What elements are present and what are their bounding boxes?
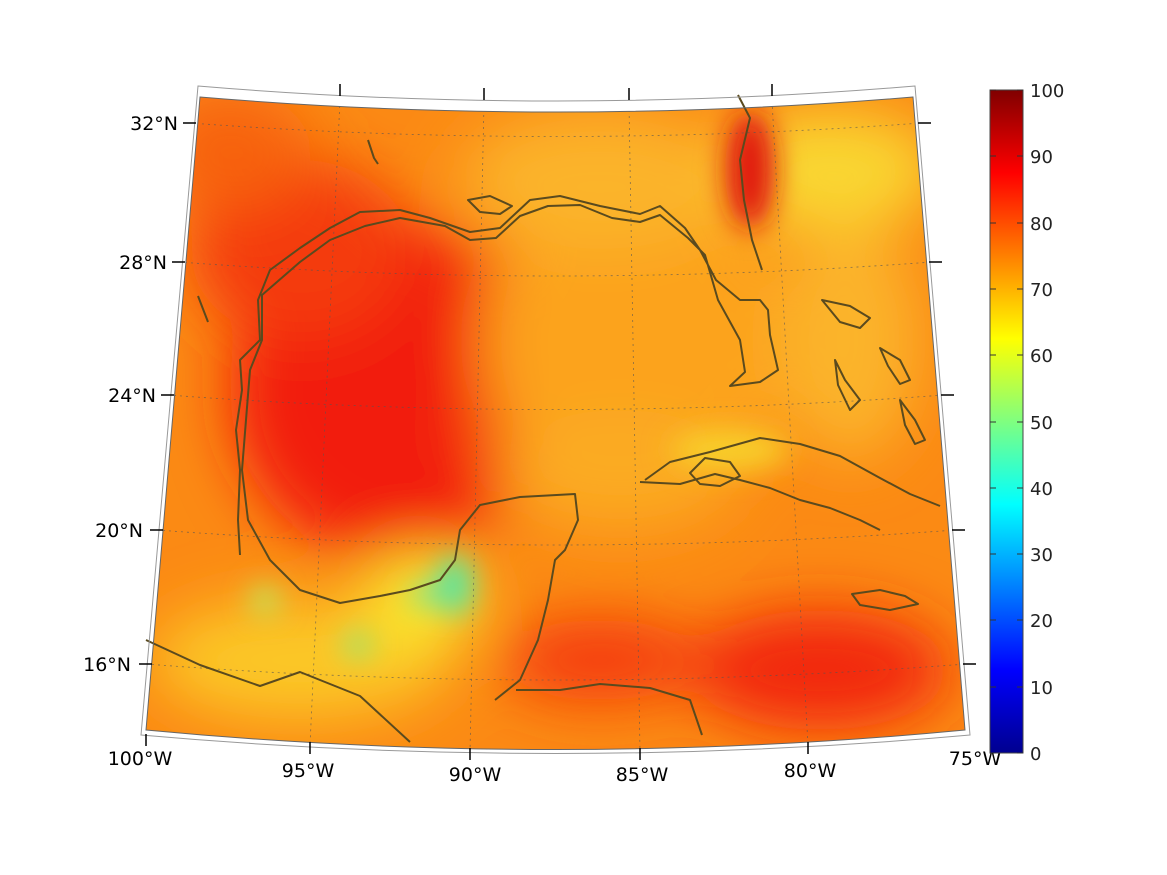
- coastlines: [145, 94, 941, 743]
- colorbar-label-90: 90: [1030, 147, 1053, 168]
- map-frame-outer: [140, 85, 971, 754]
- lon-label-80w: 80°W: [784, 760, 837, 782]
- lon-label-75w: 75°W: [949, 748, 1002, 770]
- colorbar: 100 90 80 70 60 50 40 30 20 10 0: [989, 81, 1064, 765]
- lon-label-95w: 95°W: [282, 760, 335, 782]
- colorbar-label-10: 10: [1030, 678, 1053, 699]
- lon-label-100w: 100°W: [108, 748, 173, 770]
- colorbar-label-30: 30: [1030, 545, 1053, 566]
- lat-label-32: 32°N: [130, 113, 178, 135]
- colorbar-ticks: [990, 89, 1023, 754]
- colorbar-label-60: 60: [1030, 346, 1053, 367]
- longitude-axis: 100°W 95°W 90°W 85°W 80°W 75°W: [108, 84, 1002, 786]
- lat-label-28: 28°N: [119, 252, 167, 274]
- colorbar-label-40: 40: [1030, 479, 1053, 500]
- lat-label-24: 24°N: [108, 385, 156, 407]
- latitude-axis: 32°N 28°N 24°N 20°N 16°N: [83, 113, 976, 676]
- colorbar-label-80: 80: [1030, 214, 1053, 235]
- colorbar-label-50: 50: [1030, 413, 1053, 434]
- colorbar-label-100: 100: [1030, 81, 1064, 102]
- humidity-field: [146, 97, 965, 750]
- lat-label-16: 16°N: [83, 654, 131, 676]
- colorbar-label-20: 20: [1030, 611, 1053, 632]
- map-frame: [145, 96, 966, 750]
- lat-label-20: 20°N: [95, 520, 143, 542]
- colorbar-label-0: 0: [1030, 744, 1041, 765]
- colorbar-label-70: 70: [1030, 280, 1053, 301]
- lon-label-90w: 90°W: [449, 764, 502, 786]
- lon-label-85w: 85°W: [616, 764, 669, 786]
